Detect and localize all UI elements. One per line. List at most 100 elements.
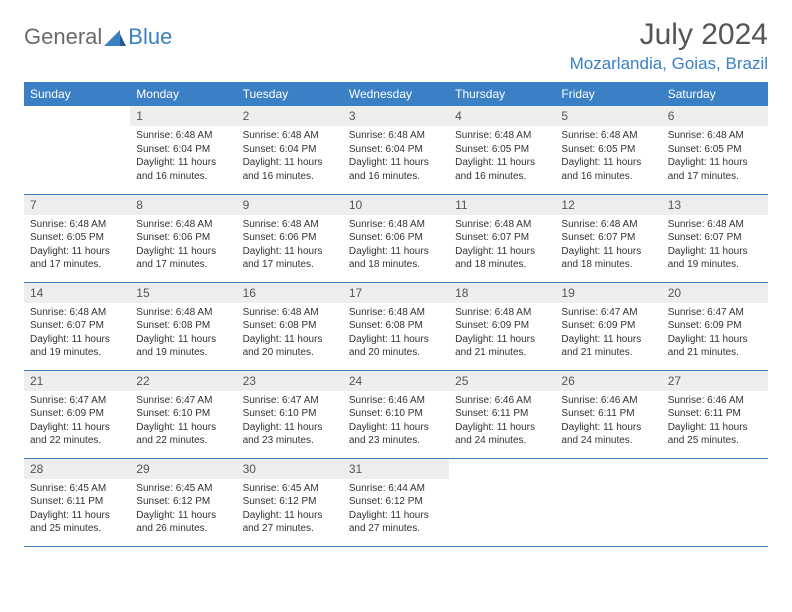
sunset-text: Sunset: 6:06 PM — [136, 231, 230, 245]
day-content: Sunrise: 6:47 AMSunset: 6:09 PMDaylight:… — [24, 391, 130, 453]
daylight-text: Daylight: 11 hours and 17 minutes. — [136, 245, 230, 272]
daylight-text: Daylight: 11 hours and 16 minutes. — [561, 156, 655, 183]
daylight-text: Daylight: 11 hours and 16 minutes. — [136, 156, 230, 183]
calendar-day-cell: 30Sunrise: 6:45 AMSunset: 6:12 PMDayligh… — [237, 458, 343, 546]
sunrise-text: Sunrise: 6:44 AM — [349, 482, 443, 496]
day-number: 16 — [237, 283, 343, 303]
calendar-day-cell: 2Sunrise: 6:48 AMSunset: 6:04 PMDaylight… — [237, 106, 343, 194]
calendar-day-cell: 28 Sunrise: 6:45 AMSunset: 6:11 PMDayligh… — [24, 458, 130, 546]
day-content: Sunrise: 6:48 AMSunset: 6:05 PMDaylight:… — [24, 215, 130, 277]
weekday-header: Sunday — [24, 82, 130, 106]
location: Mozarlandia, Goias, Brazil — [570, 54, 768, 74]
sunrise-text: Sunrise: 6:48 AM — [455, 218, 549, 232]
sunrise-text: Sunrise: 6:47 AM — [243, 394, 337, 408]
daylight-text: Daylight: 11 hours and 24 minutes. — [561, 421, 655, 448]
day-content: Sunrise: 6:48 AMSunset: 6:06 PMDaylight:… — [130, 215, 236, 277]
sunrise-text: Sunrise: 6:46 AM — [668, 394, 762, 408]
day-content: Sunrise: 6:46 AMSunset: 6:11 PMDaylight:… — [449, 391, 555, 453]
calendar-day-cell: 24 Sunrise: 6:46 AMSunset: 6:10 PMDayligh… — [343, 370, 449, 458]
daylight-text: Daylight: 11 hours and 27 minutes. — [243, 509, 337, 536]
sunset-text: Sunset: 6:04 PM — [136, 143, 230, 157]
calendar-day-cell: 18Sunrise: 6:48 AMSunset: 6:09 PMDayligh… — [449, 282, 555, 370]
sunset-text: Sunset: 6:09 PM — [668, 319, 762, 333]
calendar-table: SundayMondayTuesdayWednesdayThursdayFrid… — [24, 82, 768, 547]
day-content: Sunrise: 6:47 AMSunset: 6:10 PMDaylight:… — [130, 391, 236, 453]
day-number: 13 — [662, 195, 768, 215]
sunset-text: Sunset: 6:11 PM — [30, 495, 124, 509]
calendar-day-cell — [662, 458, 768, 546]
daylight-text: Daylight: 11 hours and 22 minutes. — [136, 421, 230, 448]
sunrise-text: Sunrise: 6:46 AM — [349, 394, 443, 408]
daylight-text: Daylight: 11 hours and 23 minutes. — [349, 421, 443, 448]
daylight-text: Daylight: 11 hours and 16 minutes. — [243, 156, 337, 183]
daylight-text: Daylight: 11 hours and 25 minutes. — [30, 509, 124, 536]
sunrise-text: Sunrise: 6:45 AM — [243, 482, 337, 496]
calendar-day-cell: 22Sunrise: 6:47 AMSunset: 6:10 PMDayligh… — [130, 370, 236, 458]
day-content: Sunrise: 6:48 AMSunset: 6:08 PMDaylight:… — [130, 303, 236, 365]
sunset-text: Sunset: 6:09 PM — [561, 319, 655, 333]
calendar-day-cell: 20Sunrise: 6:47 AMSunset: 6:09 PMDayligh… — [662, 282, 768, 370]
sunrise-text: Sunrise: 6:48 AM — [30, 306, 124, 320]
day-number: 11 — [449, 195, 555, 215]
sunrise-text: Sunrise: 6:48 AM — [561, 218, 655, 232]
day-number: 20 — [662, 283, 768, 303]
weekday-header: Monday — [130, 82, 236, 106]
sunrise-text: Sunrise: 6:45 AM — [30, 482, 124, 496]
daylight-text: Daylight: 11 hours and 19 minutes. — [30, 333, 124, 360]
day-content: Sunrise: 6:48 AMSunset: 6:04 PMDaylight:… — [343, 126, 449, 188]
daylight-text: Daylight: 11 hours and 17 minutes. — [668, 156, 762, 183]
day-number: 1 — [130, 106, 236, 126]
sunrise-text: Sunrise: 6:48 AM — [668, 218, 762, 232]
sunrise-text: Sunrise: 6:48 AM — [243, 218, 337, 232]
sunset-text: Sunset: 6:04 PM — [243, 143, 337, 157]
day-content: Sunrise: 6:48 AMSunset: 6:06 PMDaylight:… — [237, 215, 343, 277]
daylight-text: Daylight: 11 hours and 22 minutes. — [30, 421, 124, 448]
daylight-text: Daylight: 11 hours and 21 minutes. — [455, 333, 549, 360]
sunrise-text: Sunrise: 6:46 AM — [561, 394, 655, 408]
sunset-text: Sunset: 6:10 PM — [349, 407, 443, 421]
day-content: Sunrise: 6:48 AMSunset: 6:06 PMDaylight:… — [343, 215, 449, 277]
sunrise-text: Sunrise: 6:48 AM — [349, 306, 443, 320]
day-number: 2 — [237, 106, 343, 126]
calendar-day-cell: 14Sunrise: 6:48 AMSunset: 6:07 PMDayligh… — [24, 282, 130, 370]
day-number: 25 — [449, 371, 555, 391]
daylight-text: Daylight: 11 hours and 19 minutes. — [136, 333, 230, 360]
day-number: 3 — [343, 106, 449, 126]
sunset-text: Sunset: 6:07 PM — [455, 231, 549, 245]
calendar-day-cell: 5Sunrise: 6:48 AMSunset: 6:05 PMDaylight… — [555, 106, 661, 194]
day-number: 17 — [343, 283, 449, 303]
sunrise-text: Sunrise: 6:45 AM — [136, 482, 230, 496]
day-number: 15 — [130, 283, 236, 303]
daylight-text: Daylight: 11 hours and 18 minutes. — [349, 245, 443, 272]
calendar-day-cell: 25Sunrise: 6:46 AMSunset: 6:11 PMDayligh… — [449, 370, 555, 458]
day-content: Sunrise: 6:48 AMSunset: 6:08 PMDaylight:… — [343, 303, 449, 365]
day-content: Sunrise: 6:48 AMSunset: 6:07 PMDaylight:… — [449, 215, 555, 277]
day-content: Sunrise: 6:48 AMSunset: 6:07 PMDaylight:… — [662, 215, 768, 277]
day-content: Sunrise: 6:48 AMSunset: 6:07 PMDaylight:… — [555, 215, 661, 277]
day-number: 24 — [343, 371, 449, 391]
day-number: 28 — [24, 459, 130, 479]
day-content: Sunrise: 6:48 AMSunset: 6:08 PMDaylight:… — [237, 303, 343, 365]
day-content: Sunrise: 6:48 AMSunset: 6:05 PMDaylight:… — [662, 126, 768, 188]
title-block: July 2024 Mozarlandia, Goias, Brazil — [570, 18, 768, 74]
header: General Blue July 2024 Mozarlandia, Goia… — [24, 18, 768, 74]
sunrise-text: Sunrise: 6:48 AM — [136, 218, 230, 232]
day-content: Sunrise: 6:48 AMSunset: 6:05 PMDaylight:… — [449, 126, 555, 188]
sunrise-text: Sunrise: 6:48 AM — [668, 129, 762, 143]
day-content: Sunrise: 6:47 AMSunset: 6:10 PMDaylight:… — [237, 391, 343, 453]
daylight-text: Daylight: 11 hours and 26 minutes. — [136, 509, 230, 536]
weekday-header: Thursday — [449, 82, 555, 106]
day-number: 27 — [662, 371, 768, 391]
sunset-text: Sunset: 6:05 PM — [561, 143, 655, 157]
logo-text-1: General — [24, 24, 102, 50]
sunrise-text: Sunrise: 6:46 AM — [455, 394, 549, 408]
logo: General Blue — [24, 24, 172, 50]
day-number: 31 — [343, 459, 449, 479]
daylight-text: Daylight: 11 hours and 19 minutes. — [668, 245, 762, 272]
calendar-day-cell: 17Sunrise: 6:48 AMSunset: 6:08 PMDayligh… — [343, 282, 449, 370]
day-content: Sunrise: 6:48 AMSunset: 6:04 PMDaylight:… — [237, 126, 343, 188]
logo-triangle-icon — [104, 28, 126, 46]
sunset-text: Sunset: 6:09 PM — [455, 319, 549, 333]
sunrise-text: Sunrise: 6:48 AM — [243, 129, 337, 143]
day-content: Sunrise: 6:46 AMSunset: 6:11 PMDaylight:… — [555, 391, 661, 453]
